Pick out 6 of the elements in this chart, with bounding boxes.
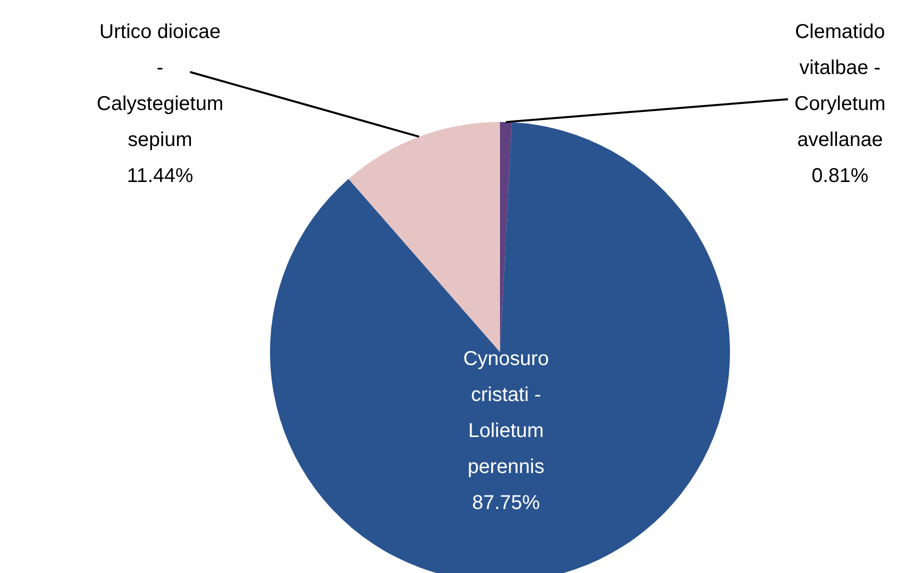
data-label: 11.44%	[126, 165, 194, 187]
slice-label: Urtico dioicae - Calystegietum sepium	[96, 21, 224, 151]
slice-label: Clematido vitalbae - Coryletum avellanae	[794, 21, 886, 151]
slice-label: Cynosuro cristati - Lolietum perennis	[463, 348, 549, 478]
data-label: 0.81%	[812, 165, 869, 187]
data-label: 87.75%	[472, 492, 540, 514]
